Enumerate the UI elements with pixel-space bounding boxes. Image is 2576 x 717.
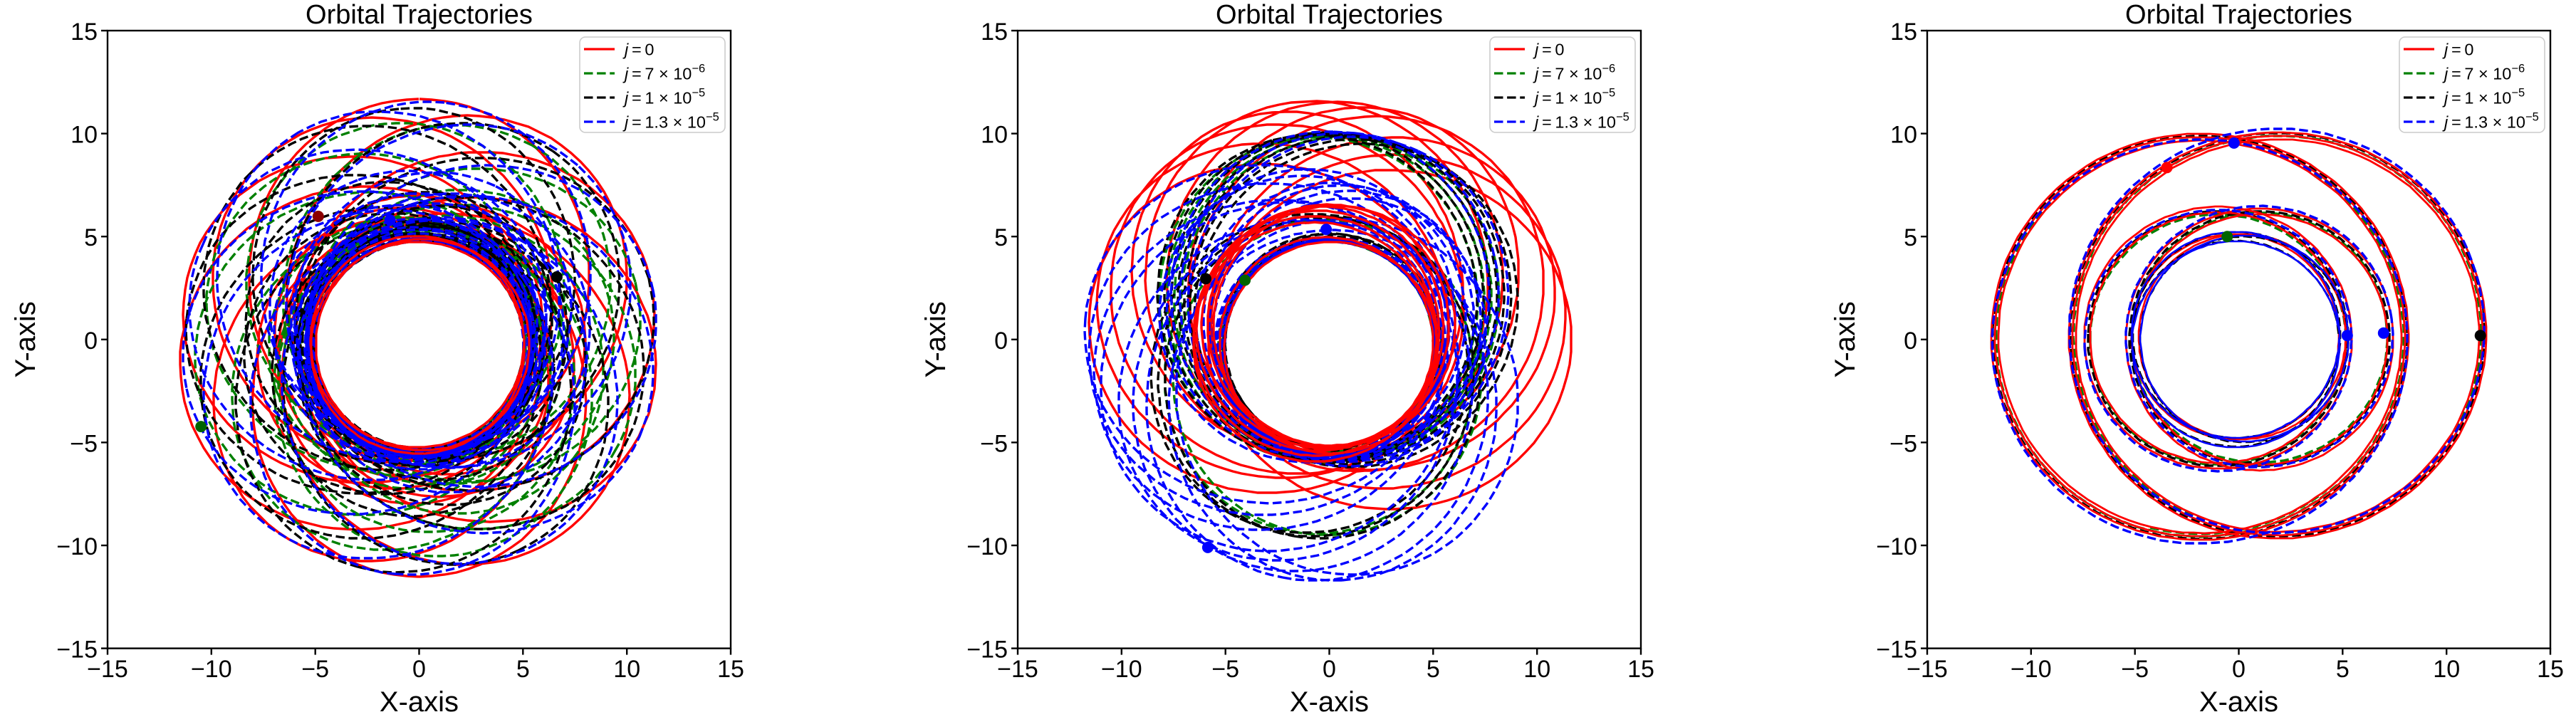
- svg-text:−10: −10: [2011, 656, 2052, 683]
- svg-text:−5: −5: [980, 430, 1008, 457]
- svg-text:−5: −5: [301, 656, 329, 683]
- svg-text:5: 5: [516, 656, 530, 683]
- svg-text:j = 1 × 10−5: j = 1 × 10−5: [1533, 87, 1615, 108]
- svg-text:−10: −10: [191, 656, 232, 683]
- svg-text:−10: −10: [56, 533, 98, 560]
- svg-text:15: 15: [2537, 656, 2564, 683]
- svg-text:0: 0: [1904, 328, 1917, 355]
- svg-text:10: 10: [613, 656, 640, 683]
- svg-text:j = 1.3 × 10−5: j = 1.3 × 10−5: [622, 111, 719, 132]
- svg-text:Y-axis: Y-axis: [10, 301, 41, 377]
- svg-text:10: 10: [71, 122, 98, 149]
- svg-text:−15: −15: [87, 656, 128, 683]
- svg-text:15: 15: [717, 656, 744, 683]
- svg-text:−5: −5: [1211, 656, 1239, 683]
- svg-text:j = 7 × 10−6: j = 7 × 10−6: [1533, 63, 1615, 83]
- svg-text:−10: −10: [1101, 656, 1142, 683]
- svg-text:X-axis: X-axis: [380, 686, 459, 713]
- svg-text:15: 15: [981, 19, 1008, 46]
- svg-text:−15: −15: [56, 637, 98, 664]
- svg-text:10: 10: [981, 122, 1008, 149]
- svg-text:−10: −10: [966, 533, 1008, 560]
- svg-text:j = 7 × 10−6: j = 7 × 10−6: [622, 63, 705, 83]
- svg-text:15: 15: [1627, 656, 1654, 683]
- svg-text:−5: −5: [2121, 656, 2149, 683]
- svg-text:−15: −15: [997, 656, 1038, 683]
- svg-text:−5: −5: [70, 430, 98, 457]
- svg-text:5: 5: [994, 224, 1008, 251]
- svg-text:j = 1.3 × 10−5: j = 1.3 × 10−5: [1533, 111, 1629, 132]
- svg-text:10: 10: [1890, 122, 1917, 149]
- svg-text:5: 5: [2336, 656, 2350, 683]
- svg-text:−15: −15: [1876, 637, 1917, 664]
- svg-text:j = 0: j = 0: [2442, 41, 2473, 59]
- svg-text:X-axis: X-axis: [1290, 686, 1369, 713]
- svg-text:15: 15: [1890, 19, 1917, 46]
- svg-text:0: 0: [1323, 656, 1336, 683]
- svg-text:10: 10: [1523, 656, 1550, 683]
- svg-text:5: 5: [84, 224, 98, 251]
- svg-text:j = 1 × 10−5: j = 1 × 10−5: [2442, 87, 2525, 108]
- svg-text:j = 0: j = 0: [1533, 41, 1564, 59]
- svg-text:0: 0: [84, 328, 98, 355]
- svg-text:−15: −15: [966, 637, 1008, 664]
- svg-text:0: 0: [994, 328, 1008, 355]
- svg-text:j = 1 × 10−5: j = 1 × 10−5: [622, 87, 705, 108]
- svg-text:j = 0: j = 0: [622, 41, 654, 59]
- svg-text:10: 10: [2433, 656, 2460, 683]
- svg-text:Orbital Trajectories: Orbital Trajectories: [1216, 0, 1443, 30]
- svg-text:−15: −15: [1907, 656, 1948, 683]
- svg-text:−10: −10: [1876, 533, 1917, 560]
- svg-text:0: 0: [2232, 656, 2246, 683]
- svg-text:Orbital Trajectories: Orbital Trajectories: [2125, 0, 2352, 30]
- svg-text:j = 1.3 × 10−5: j = 1.3 × 10−5: [2442, 111, 2539, 132]
- svg-text:15: 15: [71, 19, 98, 46]
- svg-text:5: 5: [1904, 224, 1917, 251]
- svg-text:Orbital Trajectories: Orbital Trajectories: [306, 0, 533, 30]
- svg-text:Y-axis: Y-axis: [920, 301, 951, 377]
- svg-text:j = 7 × 10−6: j = 7 × 10−6: [2442, 63, 2525, 83]
- svg-text:Y-axis: Y-axis: [1830, 301, 1861, 377]
- svg-text:−5: −5: [1889, 430, 1917, 457]
- svg-text:0: 0: [412, 656, 426, 683]
- svg-text:5: 5: [1427, 656, 1440, 683]
- svg-text:X-axis: X-axis: [2199, 686, 2278, 713]
